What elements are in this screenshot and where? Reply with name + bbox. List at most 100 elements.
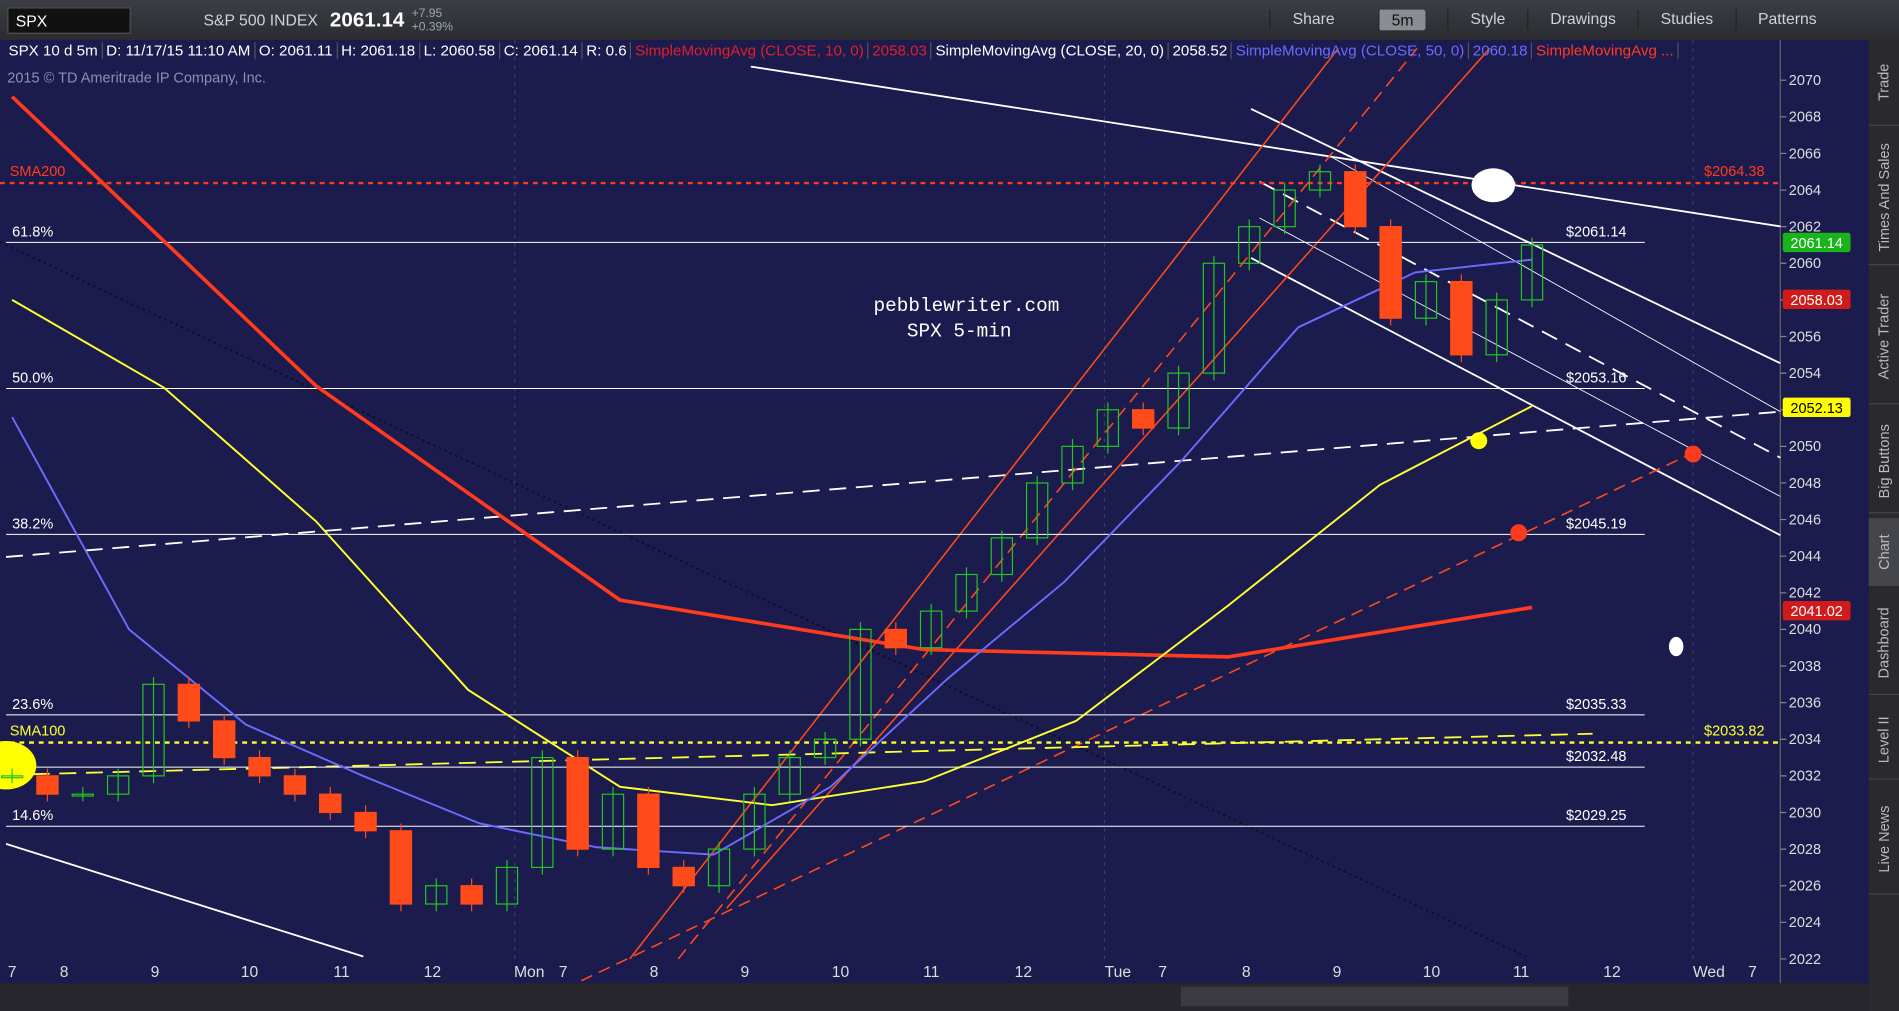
study-label: SimpleMovingAvg (CLOSE, 10, 0) xyxy=(632,42,869,60)
study-label: L: 2060.58 xyxy=(420,42,501,60)
side-tab[interactable]: Dashboard xyxy=(1868,591,1899,695)
watermark: pebblewriter.com xyxy=(874,295,1060,317)
candle xyxy=(354,811,377,832)
change-pct: +0.39% xyxy=(411,19,454,34)
x-tick-label: 11 xyxy=(333,964,349,981)
y-tick-label: 2056 xyxy=(1789,329,1821,345)
side-tab-label: Live News xyxy=(1875,805,1893,873)
x-tick-label: 7 xyxy=(1748,964,1757,981)
x-tick-label: 11 xyxy=(1513,964,1529,981)
candle xyxy=(389,830,413,905)
candle xyxy=(1273,189,1296,228)
y-tick-label: 2034 xyxy=(1789,732,1821,748)
candle xyxy=(919,610,943,649)
y-tick-label: 2030 xyxy=(1789,805,1821,821)
sma-line xyxy=(10,95,1533,659)
last-price: 2061.14 xyxy=(329,7,405,31)
price-badge-label: 2058.03 xyxy=(1790,293,1842,309)
x-tick-label: Tue xyxy=(1105,964,1132,981)
study-label: SimpleMovingAvg ... xyxy=(1532,42,1679,60)
y-tick-label: 2066 xyxy=(1789,146,1821,162)
candle xyxy=(36,775,59,795)
toolbar-button[interactable]: Style xyxy=(1447,9,1527,31)
candle xyxy=(707,848,731,887)
candle xyxy=(248,756,271,777)
side-tab[interactable]: Chart xyxy=(1868,518,1899,587)
side-tab[interactable]: Active Trader xyxy=(1868,270,1899,405)
candle xyxy=(1096,409,1120,447)
side-tab[interactable]: Times And Sales xyxy=(1868,131,1899,266)
y-tick-label: 2042 xyxy=(1789,586,1821,602)
side-tab[interactable]: Trade xyxy=(1868,40,1899,126)
x-tick-label: 10 xyxy=(832,964,850,981)
fib-price: $2053.16 xyxy=(1566,370,1627,386)
y-tick-label: 2048 xyxy=(1789,476,1821,492)
toolbar-button[interactable]: 5m xyxy=(1378,9,1426,31)
candle xyxy=(955,573,978,612)
candle xyxy=(1308,171,1332,191)
candle xyxy=(0,775,24,779)
fib-label: 61.8% xyxy=(12,224,53,240)
candle xyxy=(849,628,872,740)
x-tick-label: 9 xyxy=(151,964,160,981)
price-badge xyxy=(1782,397,1851,418)
x-tick-label: Mon xyxy=(514,964,545,981)
y-tick-label: 2040 xyxy=(1789,622,1821,638)
x-tick-label: 11 xyxy=(923,964,939,981)
toolbar: SPX S&P 500 INDEX 2061.14 +7.95 +0.39% Sh… xyxy=(0,0,1899,40)
x-tick-label: 7 xyxy=(559,964,568,981)
toolbar-button[interactable]: Patterns xyxy=(1734,9,1838,31)
price-badge-label: 2041.02 xyxy=(1790,604,1842,620)
x-tick-label: 9 xyxy=(1333,964,1342,981)
candle xyxy=(1520,244,1544,301)
symbol-input[interactable]: SPX xyxy=(7,6,131,34)
fib-price: $2029.25 xyxy=(1566,808,1627,824)
sma-line xyxy=(11,299,1533,807)
candle xyxy=(1485,299,1508,356)
fib-price: $2061.14 xyxy=(1566,224,1627,240)
x-tick-label: 8 xyxy=(650,964,659,981)
candle xyxy=(283,775,307,795)
change: +7.95 +0.39% xyxy=(412,7,453,34)
x-tick-label: 8 xyxy=(60,964,69,981)
scrollbar xyxy=(0,983,1869,1011)
x-tick-label: 7 xyxy=(8,964,17,981)
x-tick-label: 12 xyxy=(424,964,442,981)
side-tab[interactable]: Big Buttons xyxy=(1868,409,1899,514)
sma-price: $2064.38 xyxy=(1704,164,1765,180)
study-label: SimpleMovingAvg (CLOSE, 20, 0) xyxy=(932,42,1169,60)
x-tick-label: Wed xyxy=(1693,964,1725,981)
sma-price: $2033.82 xyxy=(1704,723,1765,739)
candle xyxy=(495,866,519,905)
candle xyxy=(990,537,1014,576)
study-label: D: 11/17/15 11:10 AM xyxy=(103,42,256,60)
side-tab-label: Big Buttons xyxy=(1875,423,1893,498)
y-tick-label: 2028 xyxy=(1789,842,1821,858)
side-tab-label: Trade xyxy=(1875,63,1893,102)
y-tick-label: 2024 xyxy=(1789,915,1821,931)
x-tick-label: 10 xyxy=(241,964,259,981)
toolbar-button[interactable]: Studies xyxy=(1637,9,1735,31)
study-label: C: 2061.14 xyxy=(500,42,583,60)
candle xyxy=(212,720,236,759)
price-badge-label: 2052.13 xyxy=(1790,401,1842,417)
x-tick-label: 12 xyxy=(1015,964,1033,981)
side-tab[interactable]: Live News xyxy=(1868,785,1899,895)
fib-price: $2035.33 xyxy=(1566,697,1627,713)
candle xyxy=(425,885,448,905)
y-tick-label: 2044 xyxy=(1789,549,1821,565)
y-tick-label: 2050 xyxy=(1789,439,1821,455)
side-tab[interactable]: Level II xyxy=(1868,700,1899,780)
candle xyxy=(813,738,837,759)
toolbar-button[interactable]: Share xyxy=(1269,9,1357,31)
x-tick-label: 10 xyxy=(1423,964,1441,981)
y-tick-label: 2022 xyxy=(1789,952,1821,968)
toolbar-button[interactable]: Drawings xyxy=(1527,9,1637,31)
candle xyxy=(1450,280,1473,356)
x-tick-label: 9 xyxy=(740,964,749,981)
scroll-thumb[interactable] xyxy=(1180,986,1569,1007)
candle xyxy=(1167,372,1190,429)
day-separators xyxy=(514,39,1694,963)
y-tick-label: 2046 xyxy=(1789,512,1821,528)
